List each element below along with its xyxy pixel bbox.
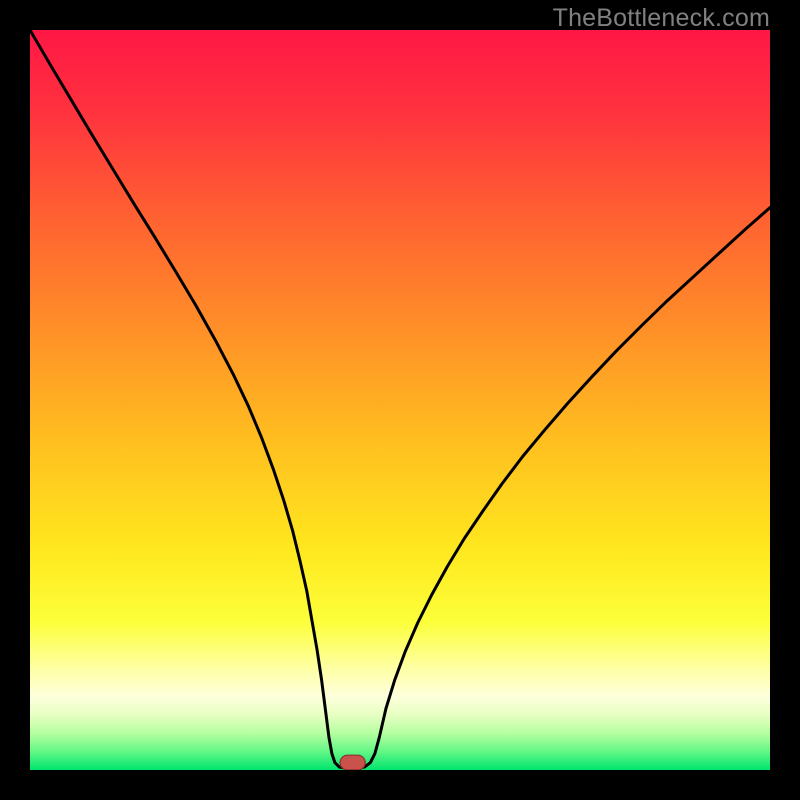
watermark-text: TheBottleneck.com (553, 4, 770, 33)
optimal-marker (340, 755, 365, 770)
bottleneck-chart (30, 30, 770, 770)
chart-background (30, 30, 770, 770)
